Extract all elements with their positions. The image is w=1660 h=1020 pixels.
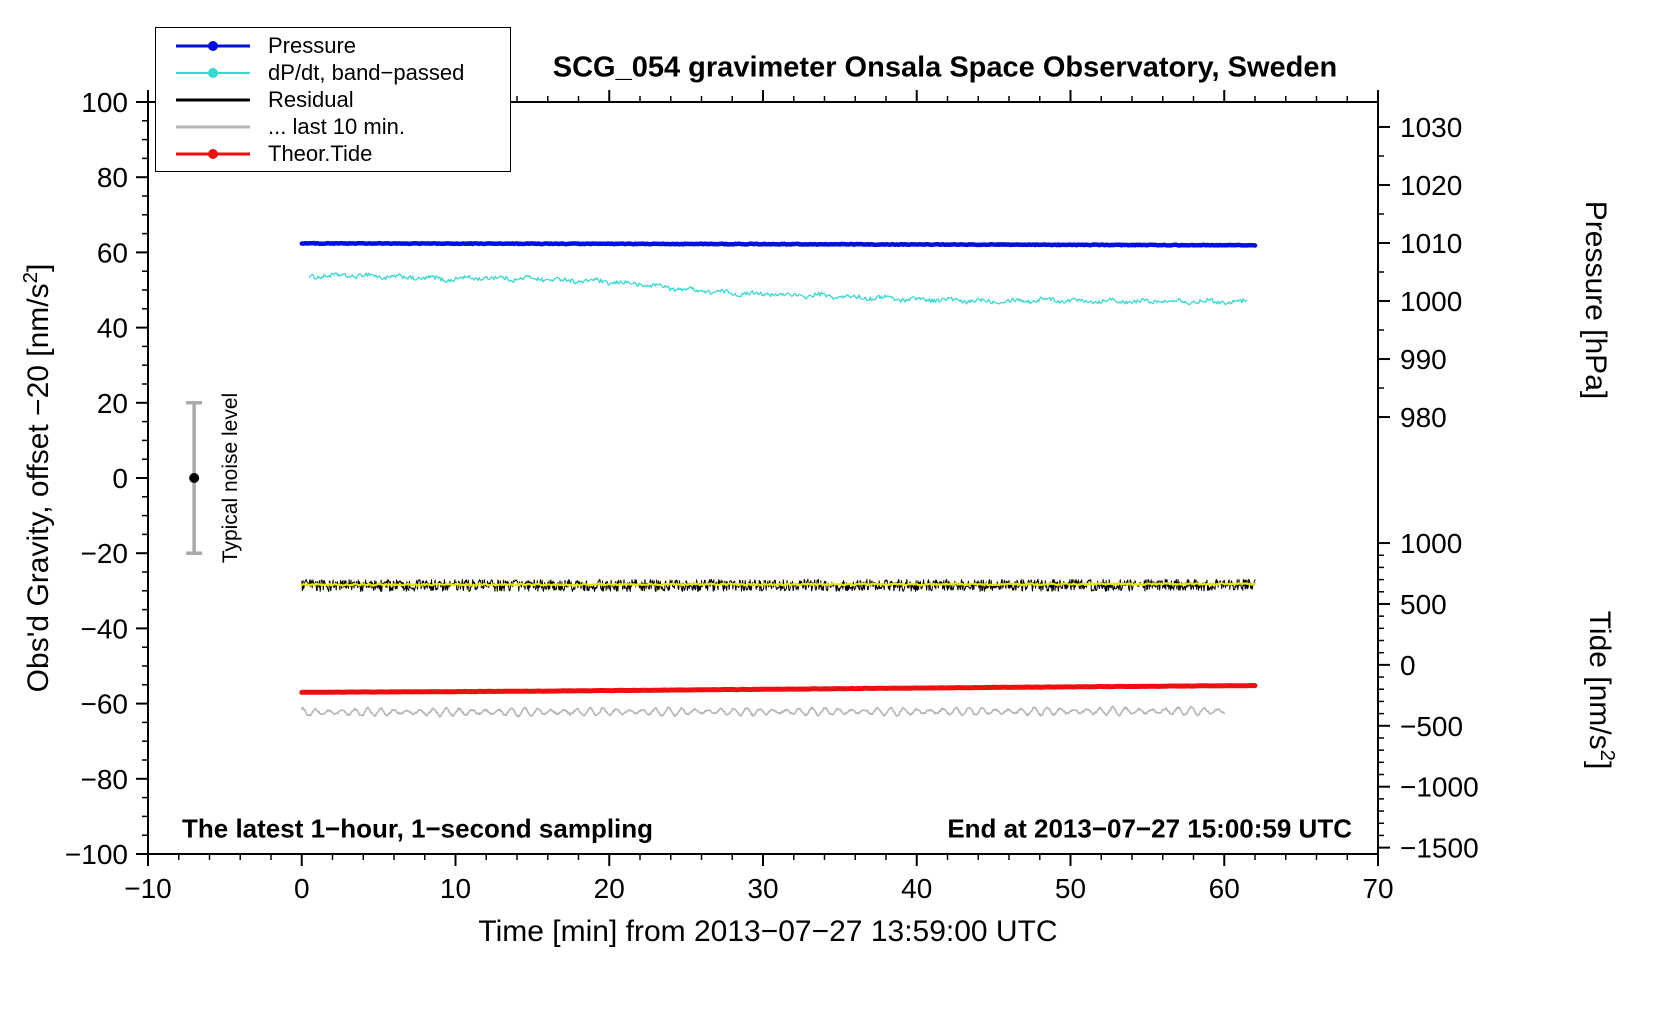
noise-error-bar: [186, 401, 203, 555]
x-tick-label: 70: [1362, 873, 1393, 904]
x-tick-label: −10: [124, 873, 172, 904]
series-layer: [299, 240, 1258, 718]
legend-sample-dpdt: [176, 67, 250, 78]
tide-axis-label-sup: 2: [1596, 749, 1618, 761]
y-axis-label-sup: 2: [20, 272, 42, 284]
legend-item-dpdt: dP/dt, band−passed: [170, 59, 510, 85]
pressure-tick-label: 980: [1400, 402, 1447, 433]
legend-box: Pressure dP/dt, band−passed Residual... la…: [155, 27, 511, 172]
y-tick-label: −40: [81, 613, 129, 644]
tide-axis-label-post: ]: [1583, 760, 1616, 770]
y-tick-label: 40: [97, 313, 128, 344]
series-residual: [301, 578, 1256, 592]
pressure-tick-label: 1000: [1400, 286, 1462, 317]
legend-label-tide: Theor.Tide: [268, 140, 373, 166]
tide-axis-label: Tide [nm/s2]: [1582, 611, 1618, 770]
tide-axis-ticks: 1000 500 0 −500 −1000 −1500: [1378, 528, 1479, 864]
legend-item-last10: ... last 10 min.: [170, 113, 510, 139]
legend-item-pressure: Pressure: [170, 32, 510, 58]
series-last10: [300, 705, 1225, 718]
tide-tick-label: 0: [1400, 650, 1416, 681]
y-tick-label: 100: [81, 87, 128, 118]
noise-level-label: Typical noise level: [219, 392, 242, 564]
tide-tick-label: −1500: [1400, 833, 1479, 864]
legend-item-tide: Theor.Tide: [170, 140, 510, 166]
legend-sample-residual: [176, 98, 250, 101]
x-tick-label: 60: [1209, 873, 1240, 904]
x-tick-label: 20: [594, 873, 625, 904]
y-tick-label: 20: [97, 388, 128, 419]
x-tick-label: 0: [294, 873, 310, 904]
legend-sample-last10: [176, 125, 250, 128]
series-tide: [299, 683, 1258, 695]
pressure-tick-label: 990: [1400, 344, 1447, 375]
y-tick-label: −100: [65, 839, 128, 870]
plot-frame: [147, 101, 1379, 855]
y-tick-label: −60: [81, 689, 129, 720]
y-tick-label: 0: [112, 463, 128, 494]
legend-label-pressure: Pressure: [268, 32, 357, 58]
x-tick-label: 10: [440, 873, 471, 904]
pressure-tick-label: 1030: [1400, 112, 1462, 143]
y-axis-label-post: ]: [22, 263, 55, 273]
x-tick-label: 40: [901, 873, 932, 904]
y-axis-ticks: 100 80 60 40 20 0 −20 −40 −60 −80 −100: [65, 87, 148, 870]
x-axis-ticks: −10 0 10 20 30 40 50 60 70: [124, 90, 1394, 904]
tide-axis-label-text: Tide [nm/s: [1583, 610, 1616, 750]
x-tick-label: 50: [1055, 873, 1086, 904]
y-tick-label: −80: [81, 764, 129, 795]
tide-tick-label: −500: [1400, 711, 1463, 742]
legend-label-residual: Residual: [268, 86, 354, 112]
x-axis-label: Time [min] from 2013−07−27 13:59:00 UTC: [478, 915, 1058, 948]
legend-item-residual: Residual: [170, 86, 510, 112]
legend-label-dpdt: dP/dt, band−passed: [268, 59, 465, 85]
series-dpdt: [308, 272, 1248, 306]
legend-label-last10: ... last 10 min.: [268, 113, 405, 139]
end-time-annotation: End at 2013−07−27 15:00:59 UTC: [947, 813, 1352, 844]
tide-tick-label: 500: [1400, 589, 1447, 620]
y-tick-label: 60: [97, 237, 128, 268]
pressure-tick-label: 1020: [1400, 170, 1462, 201]
pressure-axis-label: Pressure [hPa]: [1579, 200, 1612, 400]
y-tick-label: 80: [97, 162, 128, 193]
chart-title: SCG_054 gravimeter Onsala Space Observat…: [552, 51, 1338, 84]
noise-bar-dot: [189, 473, 200, 483]
y-tick-label: −20: [81, 538, 129, 569]
series-pressure: [299, 240, 1258, 248]
sampling-annotation: The latest 1−hour, 1−second sampling: [182, 813, 654, 844]
pressure-axis-ticks: 1030 1020 1010 1000 990 980: [1378, 112, 1462, 433]
y-axis-label: Obs'd Gravity, offset −20 [nm/s2]: [20, 264, 56, 693]
pressure-tick-label: 1010: [1400, 228, 1462, 259]
legend-sample-tide: [176, 148, 250, 159]
tide-tick-label: 1000: [1400, 528, 1462, 559]
tide-tick-label: −1000: [1400, 772, 1479, 803]
y-axis-label-text: Obs'd Gravity, offset −20 [nm/s: [22, 283, 55, 693]
legend-sample-pressure: [176, 40, 250, 51]
series-residual-smooth: [300, 582, 1257, 587]
x-tick-label: 30: [747, 873, 778, 904]
